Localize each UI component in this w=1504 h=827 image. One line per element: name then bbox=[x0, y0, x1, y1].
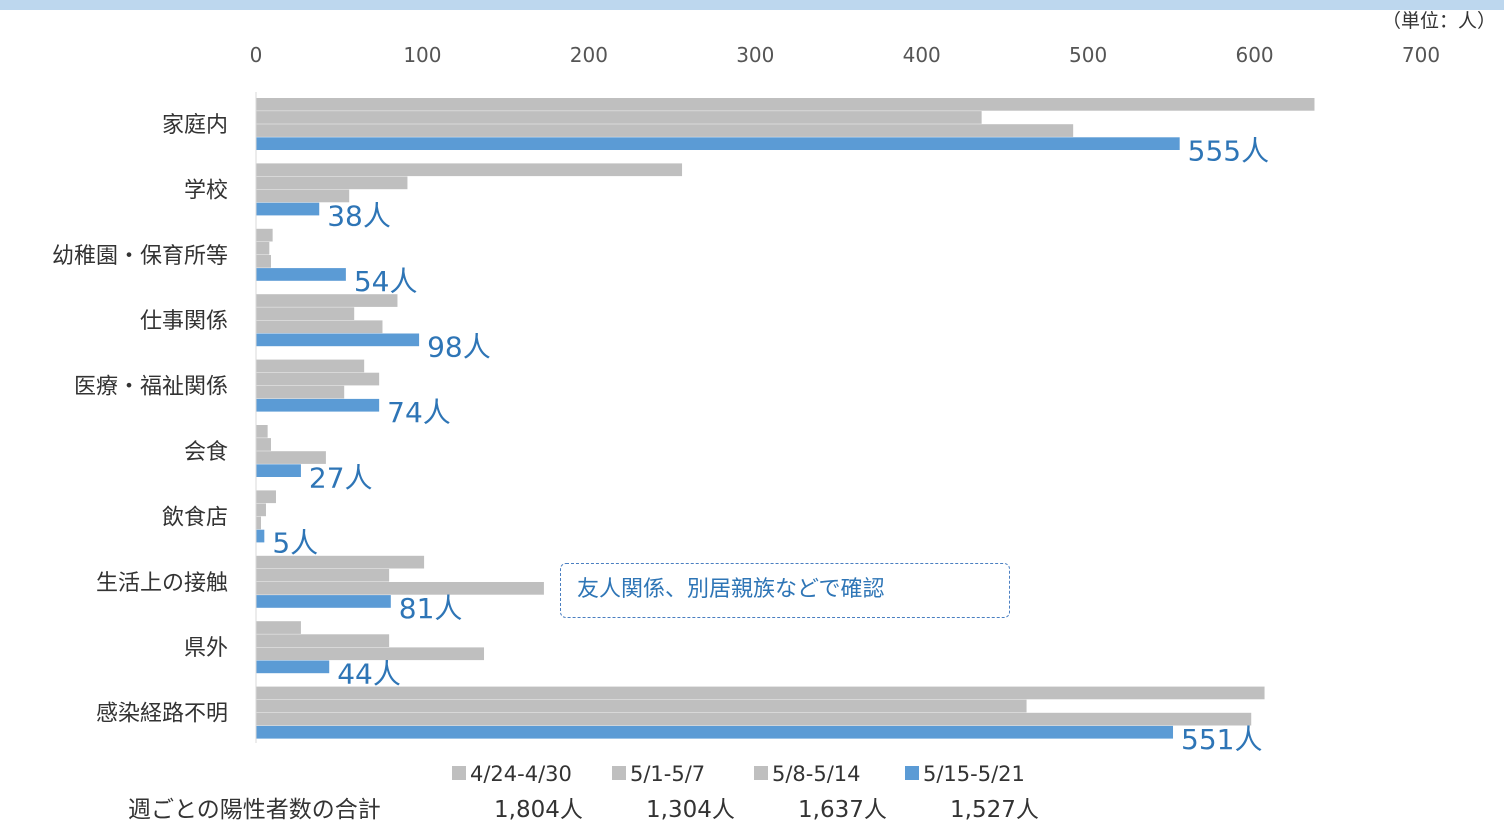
bar bbox=[256, 268, 346, 281]
bar bbox=[256, 712, 1252, 726]
bar-chart: 0 100 200 300 400 500 600 700 家庭内学校幼稚園・保育所等仕事関係… bbox=[52, 43, 1440, 786]
bar bbox=[256, 516, 261, 530]
category-label: 幼稚園・保育所等 bbox=[52, 244, 228, 269]
data-label: 5人 bbox=[272, 527, 318, 560]
bar bbox=[256, 320, 383, 334]
data-label: 81人 bbox=[399, 592, 463, 625]
x-tick-label: 0 bbox=[250, 43, 263, 67]
bar bbox=[256, 634, 390, 647]
bar bbox=[256, 464, 301, 477]
category-label: 学校 bbox=[184, 178, 228, 203]
category-label: 仕事関係 bbox=[140, 309, 228, 334]
unit-label: （単位：人） bbox=[1381, 10, 1496, 32]
category-label: 飲食店 bbox=[162, 505, 228, 530]
bar bbox=[256, 568, 390, 582]
bar bbox=[256, 725, 1174, 739]
bar bbox=[256, 425, 268, 438]
bar bbox=[256, 660, 330, 674]
bar bbox=[256, 595, 391, 608]
top-band bbox=[0, 0, 1504, 10]
legend-label: 4/24-4/30 bbox=[470, 762, 572, 786]
bar bbox=[256, 438, 271, 451]
bar bbox=[256, 241, 270, 255]
bar bbox=[256, 98, 1315, 111]
bars bbox=[256, 98, 1315, 739]
data-label: 551人 bbox=[1181, 723, 1262, 756]
legend: 4/24-4/30 5/1-5/7 5/8-5/14 5/15-5/21 bbox=[452, 762, 1025, 786]
data-label: 98人 bbox=[427, 331, 491, 364]
x-tick-label: 200 bbox=[570, 43, 608, 67]
bar bbox=[256, 202, 320, 216]
bar bbox=[256, 124, 1074, 137]
category-label: 感染経路不明 bbox=[96, 702, 228, 727]
bar bbox=[256, 451, 326, 464]
category-label: 医療・福祉関係 bbox=[74, 375, 228, 400]
legend-swatch bbox=[754, 766, 768, 780]
bar bbox=[256, 176, 408, 190]
x-tick-label: 100 bbox=[403, 43, 441, 67]
bar bbox=[256, 529, 265, 543]
bar bbox=[256, 333, 420, 347]
x-tick-label: 500 bbox=[1069, 43, 1107, 67]
legend-label: 5/8-5/14 bbox=[772, 762, 861, 786]
legend-swatch bbox=[452, 766, 466, 780]
x-tick-label: 700 bbox=[1402, 43, 1440, 67]
legend-swatch bbox=[612, 766, 626, 780]
total-value: 1,637人 bbox=[798, 797, 887, 823]
bar bbox=[256, 294, 398, 307]
bar bbox=[256, 385, 345, 399]
data-labels: 555人 38人 54人 98人 74人 27人 5人 81人 44人 551人 bbox=[272, 134, 1269, 756]
data-label: 555人 bbox=[1188, 134, 1269, 167]
legend-label: 5/1-5/7 bbox=[630, 762, 705, 786]
legend-swatch bbox=[905, 766, 919, 780]
bar bbox=[256, 163, 683, 177]
bar bbox=[256, 555, 425, 569]
bar bbox=[256, 647, 485, 661]
bar bbox=[256, 359, 365, 373]
data-label: 38人 bbox=[327, 200, 391, 233]
total-value: 1,527人 bbox=[950, 797, 1039, 823]
x-tick-label: 600 bbox=[1235, 43, 1273, 67]
total-value: 1,804人 bbox=[494, 797, 583, 823]
bar bbox=[256, 307, 355, 320]
bar bbox=[256, 503, 266, 517]
data-label: 44人 bbox=[337, 658, 401, 691]
data-label: 74人 bbox=[387, 396, 451, 429]
category-label: 会食 bbox=[184, 440, 228, 465]
annotation-box: 友人関係、別居親族などで確認 bbox=[560, 563, 1010, 618]
category-label: 県外 bbox=[184, 636, 228, 661]
totals-label: 週ごとの陽性者数の合計 bbox=[128, 797, 381, 823]
bar bbox=[256, 398, 380, 412]
category-labels: 家庭内学校幼稚園・保育所等仕事関係医療・福祉関係会食飲食店生活上の接触県外感染経… bbox=[52, 113, 228, 727]
x-tick-label: 400 bbox=[903, 43, 941, 67]
bar bbox=[256, 137, 1180, 150]
data-label: 54人 bbox=[354, 265, 418, 298]
data-label: 27人 bbox=[309, 461, 373, 494]
bar bbox=[256, 686, 1265, 700]
bar bbox=[256, 372, 380, 386]
category-label: 生活上の接触 bbox=[96, 571, 228, 596]
bar bbox=[256, 621, 301, 634]
bar bbox=[256, 228, 273, 242]
bar bbox=[256, 490, 276, 504]
x-tick-label: 300 bbox=[736, 43, 774, 67]
total-value: 1,304人 bbox=[646, 797, 735, 823]
legend-label: 5/15-5/21 bbox=[923, 762, 1025, 786]
bar bbox=[256, 255, 271, 268]
bar bbox=[256, 699, 1027, 713]
bar bbox=[256, 111, 982, 124]
category-label: 家庭内 bbox=[162, 113, 228, 138]
weekly-totals: 週ごとの陽性者数の合計 1,804人 1,304人 1,637人 1,527人 bbox=[0, 790, 1504, 826]
bar bbox=[256, 189, 350, 203]
x-axis-ticks: 0 100 200 300 400 500 600 700 bbox=[250, 43, 1440, 67]
bar bbox=[256, 582, 544, 595]
